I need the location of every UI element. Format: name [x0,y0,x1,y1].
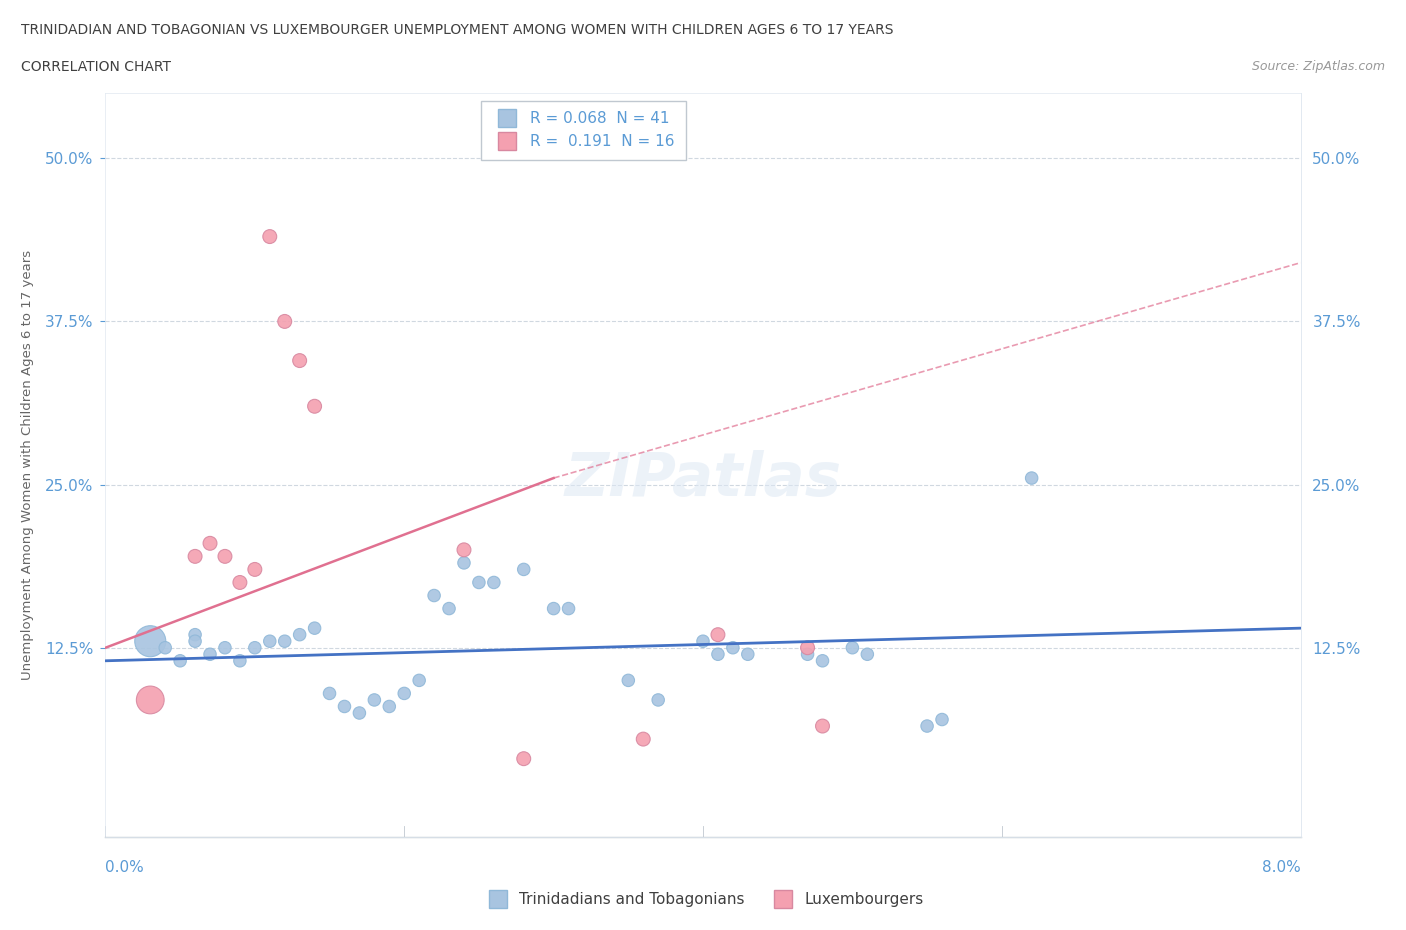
Point [468,575,491,590]
Point [214,549,236,564]
Point [229,575,252,590]
Point [349,706,371,721]
Point [915,719,938,734]
Point [513,751,536,766]
Point [139,693,162,708]
Point [423,588,446,603]
Text: 8.0%: 8.0% [1261,860,1301,875]
Point [513,562,536,577]
Point [259,633,281,648]
Point [243,640,266,655]
Point [841,640,863,655]
Point [796,647,818,662]
Point [1021,471,1043,485]
Point [437,601,460,616]
Point [856,647,879,662]
Point [482,575,505,590]
Point [304,620,326,635]
Point [631,732,654,747]
Point [647,693,669,708]
Point [198,536,221,551]
Point [931,712,953,727]
Point [796,640,818,655]
Point [184,627,207,642]
Text: Source: ZipAtlas.com: Source: ZipAtlas.com [1251,60,1385,73]
Point [721,640,744,655]
Point [318,686,340,701]
Point [288,627,311,642]
Point [304,399,326,414]
Point [692,633,714,648]
Point [453,542,475,557]
Point [184,549,207,564]
Point [274,314,297,329]
Point [707,647,730,662]
Point [184,633,207,648]
Point [333,699,356,714]
Point [259,229,281,244]
Point [408,673,430,688]
Point [274,633,297,648]
Point [139,633,162,648]
Point [169,654,191,669]
Point [288,353,311,368]
Point [229,654,252,669]
Text: ZIPatlas: ZIPatlas [564,450,842,510]
Point [811,719,834,734]
Point [453,555,475,570]
Point [617,673,640,688]
Y-axis label: Unemployment Among Women with Children Ages 6 to 17 years: Unemployment Among Women with Children A… [21,250,34,680]
Point [363,693,385,708]
Point [394,686,416,701]
Text: 0.0%: 0.0% [105,860,145,875]
Point [737,647,759,662]
Point [543,601,565,616]
Legend: Trinidadians and Tobagonians, Luxembourgers: Trinidadians and Tobagonians, Luxembourg… [477,886,929,913]
Point [243,562,266,577]
Point [557,601,579,616]
Point [811,654,834,669]
Point [198,647,221,662]
Text: TRINIDADIAN AND TOBAGONIAN VS LUXEMBOURGER UNEMPLOYMENT AMONG WOMEN WITH CHILDRE: TRINIDADIAN AND TOBAGONIAN VS LUXEMBOURG… [21,23,894,37]
Point [155,640,177,655]
Point [378,699,401,714]
Point [707,627,730,642]
Point [214,640,236,655]
Text: CORRELATION CHART: CORRELATION CHART [21,60,172,74]
Legend: R = 0.068  N = 41, R =  0.191  N = 16: R = 0.068 N = 41, R = 0.191 N = 16 [481,100,686,160]
